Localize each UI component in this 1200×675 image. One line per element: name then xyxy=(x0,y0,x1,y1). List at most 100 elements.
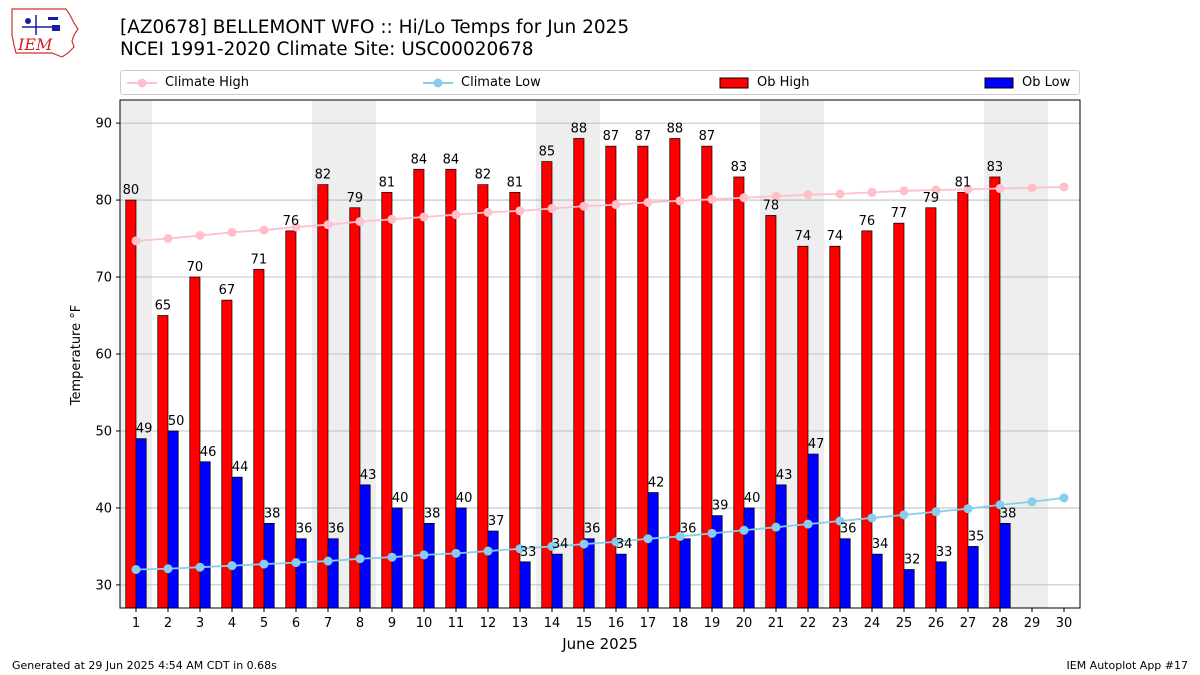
ob-low-bar xyxy=(519,561,531,609)
climate-low-point xyxy=(835,516,845,526)
x-tick-label: 26 xyxy=(928,616,945,631)
climate-low-point xyxy=(739,525,749,535)
climate-high-point xyxy=(643,197,653,207)
ob-high-data-label: 88 xyxy=(571,121,588,136)
ob-high-data-label: 71 xyxy=(251,252,268,267)
ob-high-data-label: 79 xyxy=(347,191,364,206)
x-tick-label: 1 xyxy=(132,616,140,631)
climate-low-point xyxy=(259,559,269,569)
ob-high-data-label: 79 xyxy=(923,191,940,206)
climate-high-point xyxy=(1059,182,1069,192)
climate-low-point xyxy=(227,561,237,571)
ob-low-data-label: 34 xyxy=(872,537,889,552)
ob-low-data-label: 43 xyxy=(360,468,377,483)
ob-high-bar xyxy=(701,145,713,609)
ob-high-bar xyxy=(413,168,425,609)
ob-high-data-label: 80 xyxy=(123,183,140,198)
climate-high-point xyxy=(291,222,301,232)
legend-label-ob-high: Ob High xyxy=(757,75,810,90)
ob-low-bar xyxy=(327,538,339,609)
ob-low-data-label: 36 xyxy=(296,522,313,537)
generated-timestamp: Generated at 29 Jun 2025 4:54 AM CDT in … xyxy=(12,659,277,672)
x-tick-label: 27 xyxy=(960,616,977,631)
climate-high-point xyxy=(931,185,941,195)
ob-low-data-label: 50 xyxy=(168,414,185,429)
x-tick-label: 17 xyxy=(640,616,657,631)
climate-high-swatch-icon xyxy=(127,78,157,87)
x-tick-label: 10 xyxy=(416,616,433,631)
ob-low-data-label: 39 xyxy=(712,499,729,514)
ob-high-bar xyxy=(349,207,361,609)
climate-low-point xyxy=(163,564,173,574)
x-tick-label: 8 xyxy=(356,616,364,631)
y-tick-label: 80 xyxy=(95,194,112,209)
climate-high-point xyxy=(515,206,525,216)
ob-high-data-label: 87 xyxy=(699,129,716,144)
ob-high-data-label: 70 xyxy=(187,260,204,275)
climate-high-point xyxy=(483,207,493,217)
climate-high-point xyxy=(963,184,973,194)
climate-high-point xyxy=(451,210,461,220)
ob-low-data-label: 35 xyxy=(968,529,985,544)
climate-high-point xyxy=(323,220,333,230)
climate-low-point xyxy=(899,510,909,520)
chart-subtitle: NCEI 1991-2020 Climate Site: USC00020678 xyxy=(120,39,534,60)
ob-high-bar xyxy=(253,268,265,609)
climate-low-point xyxy=(195,562,205,572)
x-tick-label: 4 xyxy=(228,616,236,631)
climate-low-point xyxy=(771,522,781,532)
ob-low-data-label: 38 xyxy=(264,506,281,521)
x-tick-label: 11 xyxy=(448,616,465,631)
ob-low-bar xyxy=(487,530,499,609)
climate-high-point xyxy=(867,187,877,197)
ob-low-data-label: 42 xyxy=(648,476,665,491)
climate-low-point xyxy=(355,554,365,564)
ob-high-bar xyxy=(989,176,1001,609)
climate-high-point xyxy=(611,200,621,210)
climate-low-point xyxy=(1059,493,1069,503)
climate-high-point xyxy=(803,190,813,200)
ob-high-data-label: 87 xyxy=(635,129,652,144)
iem-logo: IEM xyxy=(11,8,79,58)
climate-low-point xyxy=(291,558,301,568)
ob-low-bar xyxy=(839,538,851,609)
y-tick-label: 70 xyxy=(95,271,112,286)
climate-low-point xyxy=(483,546,493,556)
climate-low-point xyxy=(643,534,653,544)
climate-low-point xyxy=(387,552,397,562)
climate-low-point xyxy=(515,544,525,554)
climate-high-point xyxy=(547,204,557,214)
ob-low-data-label: 49 xyxy=(136,422,153,437)
ob-high-data-label: 74 xyxy=(795,229,812,244)
climate-low-swatch-icon xyxy=(423,78,453,87)
ob-low-bar xyxy=(615,553,627,609)
climate-high-point xyxy=(387,214,397,224)
ob-high-data-label: 78 xyxy=(763,198,780,213)
ob-low-bar xyxy=(935,561,947,609)
ob-high-bar xyxy=(733,176,745,609)
ob-low-data-label: 36 xyxy=(840,522,857,537)
ob-high-data-label: 81 xyxy=(955,175,972,190)
y-tick-label: 50 xyxy=(95,424,112,439)
legend-label-ob-low: Ob Low xyxy=(1022,75,1071,90)
ob-low-data-label: 32 xyxy=(904,553,921,568)
ob-high-data-label: 84 xyxy=(443,152,460,167)
ob-high-bar xyxy=(381,192,393,609)
climate-high-point xyxy=(771,191,781,201)
ob-low-bar xyxy=(135,438,147,609)
x-tick-label: 7 xyxy=(324,616,332,631)
logo-text: IEM xyxy=(17,35,53,54)
ob-low-data-label: 33 xyxy=(520,545,537,560)
climate-high-point xyxy=(835,189,845,199)
ob-high-data-label: 76 xyxy=(859,214,876,229)
ob-low-data-label: 38 xyxy=(1000,506,1017,521)
y-axis-label: Temperature °F xyxy=(69,305,84,406)
ob-high-data-label: 87 xyxy=(603,129,620,144)
ob-high-data-label: 83 xyxy=(731,160,748,175)
ob-low-bar xyxy=(423,522,435,609)
ob-high-bar xyxy=(541,161,553,609)
ob-low-data-label: 43 xyxy=(776,468,793,483)
ob-high-bar xyxy=(445,168,457,609)
ob-high-bar xyxy=(765,215,777,609)
ob-low-data-label: 38 xyxy=(424,506,441,521)
